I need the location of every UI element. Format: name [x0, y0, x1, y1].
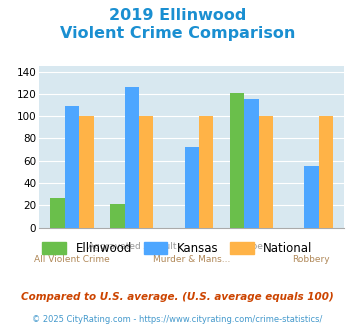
Bar [185, 148, 199, 228]
Text: All Violent Crime: All Violent Crime [34, 255, 110, 264]
Text: © 2025 CityRating.com - https://www.cityrating.com/crime-statistics/: © 2025 CityRating.com - https://www.city… [32, 315, 323, 324]
Bar [50, 198, 65, 228]
Bar [199, 116, 213, 228]
Bar [244, 99, 259, 228]
Text: Violent Crime Comparison: Violent Crime Comparison [60, 26, 295, 41]
Bar [304, 166, 318, 228]
Bar [318, 116, 333, 228]
Text: Murder & Mans...: Murder & Mans... [153, 255, 230, 264]
Bar [230, 93, 244, 228]
Bar [139, 116, 153, 228]
Text: Robbery: Robbery [293, 255, 330, 264]
Bar [110, 204, 125, 228]
Bar [125, 87, 139, 228]
Bar [79, 116, 93, 228]
Bar [65, 106, 79, 228]
Text: 2019 Ellinwood: 2019 Ellinwood [109, 8, 246, 23]
Legend: Ellinwood, Kansas, National: Ellinwood, Kansas, National [38, 237, 317, 260]
Text: Aggravated Assault: Aggravated Assault [88, 242, 176, 250]
Text: Compared to U.S. average. (U.S. average equals 100): Compared to U.S. average. (U.S. average … [21, 292, 334, 302]
Text: Rape: Rape [240, 242, 263, 250]
Bar [259, 116, 273, 228]
